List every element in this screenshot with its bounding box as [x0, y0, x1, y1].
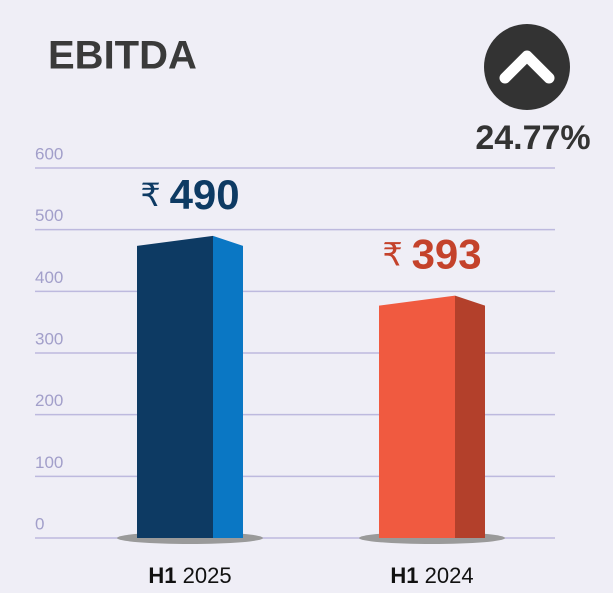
up-icon [484, 24, 570, 110]
x-tick-label: H1 2025 [148, 563, 231, 588]
chart-title: EBITDA [48, 34, 197, 78]
change-annotation: 24.77% [475, 119, 590, 157]
y-tick-label: 100 [35, 453, 63, 472]
bar-side [213, 235, 243, 539]
bar-front [137, 235, 213, 539]
x-tick-label: H1 2024 [390, 563, 473, 588]
bar-front [379, 295, 455, 538]
y-tick-label: 500 [35, 206, 63, 225]
value-label: ₹ 393 [382, 231, 481, 278]
y-tick-label: 300 [35, 329, 63, 348]
y-tick-label: 200 [35, 391, 63, 410]
value-label: ₹ 490 [140, 171, 239, 218]
y-tick-label: 600 [35, 144, 63, 163]
y-tick-label: 0 [35, 514, 44, 533]
y-tick-label: 400 [35, 268, 63, 287]
bar-side [455, 295, 485, 538]
up-chevron [499, 50, 555, 84]
